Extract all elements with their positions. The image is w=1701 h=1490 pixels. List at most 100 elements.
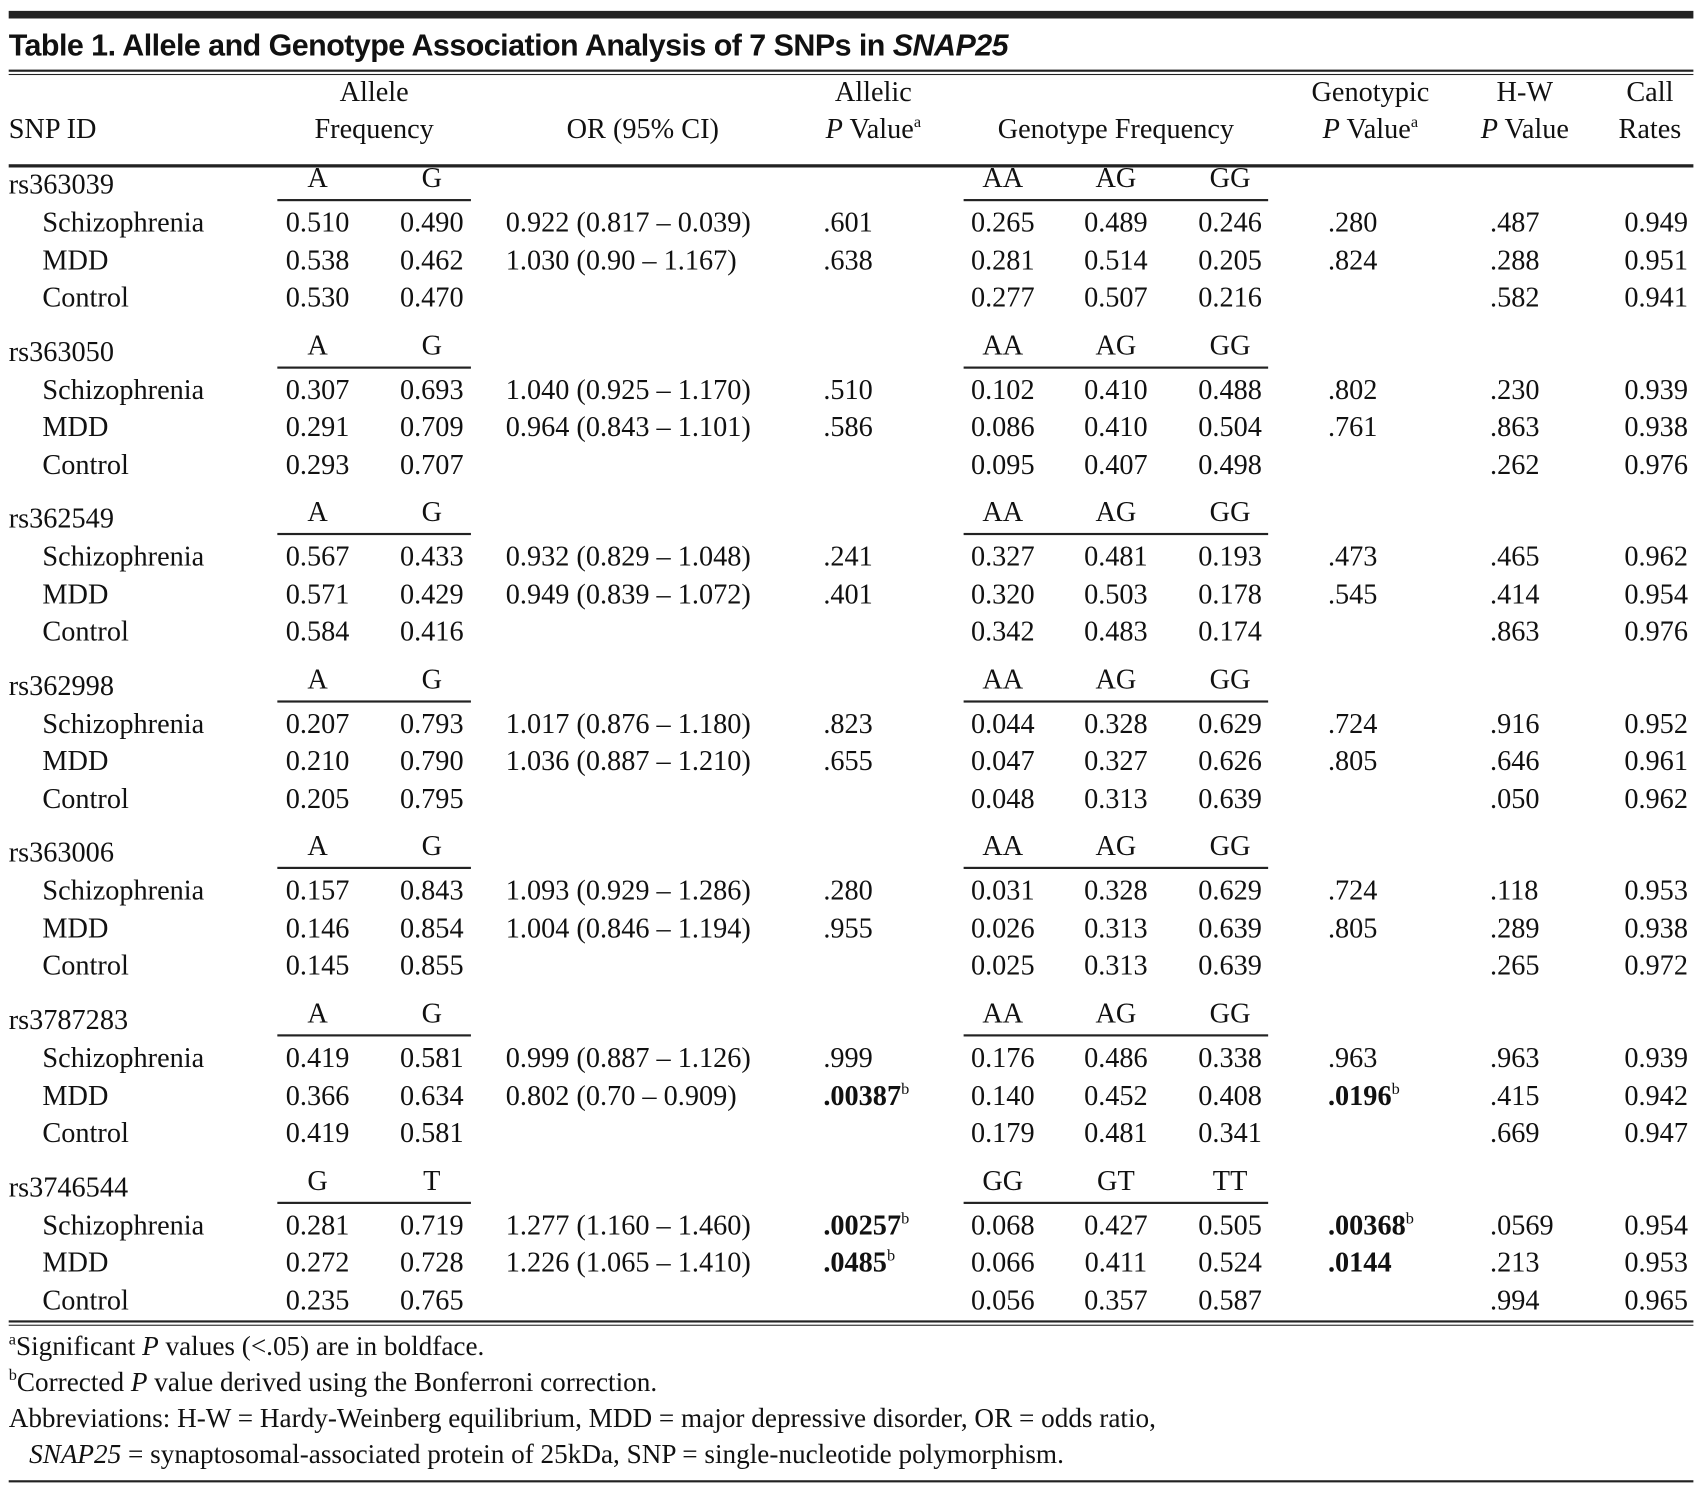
genotype-frequency: 0.503	[1084, 578, 1148, 610]
genotype-frequency: 0.044	[970, 707, 1035, 740]
genotype-frequency: 0.504	[1198, 411, 1262, 443]
odds-ratio: 1.277 (1.160 – 1.460)	[505, 1208, 751, 1241]
footnote: Abbreviations: H-W = Hardy-Weinberg equi…	[9, 1404, 1156, 1434]
genotype-frequency: 0.407	[1084, 448, 1148, 481]
p-value-text: .601	[823, 206, 873, 239]
p-value-text: .805	[1327, 745, 1378, 777]
allele-frequency: 0.581	[399, 1041, 464, 1074]
allele-frequency: 0.707	[399, 448, 464, 481]
allelic-p-value: .601	[823, 207, 872, 240]
footnote: SNAP25 = synaptosomal-associated protein…	[9, 1440, 1064, 1470]
genotype-underline	[963, 1201, 1269, 1204]
title-rule	[8, 69, 1694, 72]
allele-label: A	[307, 997, 328, 1029]
call-rate: 0.976	[1624, 448, 1688, 481]
header-allele: Allele	[339, 76, 409, 108]
p-value-text: .280	[1327, 206, 1378, 239]
superscript: b	[886, 1247, 896, 1265]
header-genotype-frequency: Genotype Frequency	[997, 113, 1235, 145]
genotypic-p-value: .280	[1328, 207, 1377, 240]
p-value-text: .510	[823, 373, 873, 406]
allele-frequency: 0.307	[285, 373, 350, 406]
allelic-p-value: .510	[823, 374, 872, 407]
genotypic-p-value: .805	[1328, 745, 1377, 778]
footnote-segment: SNAP25	[29, 1439, 122, 1470]
allelic-p-value: .999	[823, 1042, 872, 1075]
allele-label: T	[423, 1164, 441, 1196]
allelic-p-value: .586	[823, 411, 872, 444]
genotype-frequency: 0.342	[970, 615, 1035, 648]
genotype-frequency: 0.047	[970, 745, 1035, 777]
allele-underline	[277, 366, 471, 369]
allelic-p-value: .280	[823, 875, 872, 908]
genotype-frequency: 0.357	[1084, 1284, 1148, 1316]
allelic-p-value: .241	[823, 541, 872, 574]
odds-ratio: 1.017 (0.876 – 1.180)	[505, 707, 751, 740]
allele-frequency: 0.510	[285, 206, 350, 239]
allele-frequency: 0.854	[399, 912, 464, 944]
header-hw: H-W	[1496, 76, 1554, 108]
genotype-frequency: 0.193	[1198, 540, 1262, 573]
title-rule-2	[8, 73, 1694, 76]
group-label: MDD	[42, 578, 109, 610]
allele-label: A	[307, 663, 328, 695]
allele-frequency: 0.433	[399, 540, 464, 573]
genotype-label: GT	[1097, 1164, 1135, 1196]
odds-ratio: 1.036 (0.887 – 1.210)	[505, 745, 751, 777]
p-value-text: .638	[823, 244, 873, 276]
allele-frequency: 0.530	[285, 281, 350, 314]
odds-ratio: 0.932 (0.829 – 1.048)	[505, 540, 751, 573]
allelic-p-value: .401	[823, 578, 872, 611]
allele-frequency: 0.793	[399, 707, 464, 740]
hw-p-value: .582	[1490, 281, 1540, 314]
genotypic-p-value: .802	[1328, 374, 1377, 407]
hw-p-value: .863	[1490, 615, 1540, 648]
genotype-frequency: 0.498	[1198, 448, 1262, 481]
odds-ratio: 0.949 (0.839 – 1.072)	[505, 578, 751, 610]
genotype-underline	[963, 199, 1269, 202]
p-value-text: .473	[1327, 540, 1378, 573]
end-rule	[8, 1480, 1694, 1483]
genotype-frequency: 0.327	[1084, 745, 1148, 777]
p-value-text: .824	[1327, 244, 1378, 276]
call-rate: 0.939	[1624, 1041, 1688, 1074]
allele-label: G	[421, 663, 442, 695]
allelic-p-value: .955	[823, 912, 872, 945]
genotype-frequency: 0.338	[1198, 1041, 1262, 1074]
genotype-frequency: 0.639	[1198, 949, 1262, 982]
allele-underline	[277, 1201, 471, 1204]
header-snp-id: SNP ID	[8, 113, 97, 145]
superscript: b	[901, 1210, 910, 1228]
group-label: Control	[42, 1284, 129, 1316]
allele-underline	[277, 199, 471, 202]
group-label: Schizophrenia	[42, 1041, 205, 1074]
call-rate: 0.976	[1624, 615, 1688, 648]
allele-frequency: 0.843	[399, 874, 464, 907]
allele-frequency: 0.205	[285, 782, 350, 815]
group-label: Schizophrenia	[42, 874, 205, 907]
genotypic-p-value: .724	[1328, 708, 1377, 741]
genotype-label: AA	[982, 997, 1024, 1029]
group-label: Control	[42, 1116, 129, 1149]
genotype-underline	[963, 1034, 1269, 1037]
footnote-segment: values (<.05) are in boldface.	[158, 1332, 485, 1362]
footnote-segment: Significant	[15, 1332, 143, 1362]
p-value-text: .999	[823, 1041, 873, 1074]
call-rate: 0.947	[1624, 1116, 1688, 1149]
allele-label: G	[421, 162, 442, 194]
p-value-text: .0485	[823, 1246, 887, 1279]
genotype-frequency: 0.483	[1084, 615, 1148, 648]
genotype-frequency: 0.629	[1198, 874, 1262, 907]
allele-frequency: 0.207	[285, 707, 350, 740]
footnote-segment: P	[142, 1332, 159, 1362]
genotype-label: GG	[1209, 496, 1251, 528]
hw-p-value: .465	[1490, 540, 1540, 573]
odds-ratio: 0.922 (0.817 – 0.039)	[505, 206, 751, 239]
genotype-frequency: 0.102	[970, 373, 1035, 406]
hw-p-value: .213	[1490, 1246, 1540, 1279]
allele-underline	[277, 867, 471, 870]
footnote-segment: = synaptosomal-associated protein of 25k…	[121, 1439, 1064, 1470]
allele-frequency: 0.157	[285, 874, 350, 907]
genotype-frequency: 0.056	[970, 1284, 1035, 1316]
snp-id: rs362549	[8, 502, 114, 535]
